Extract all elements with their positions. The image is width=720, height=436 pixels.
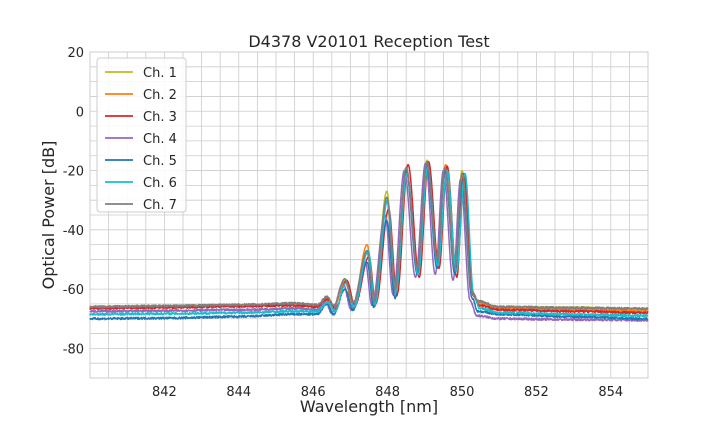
- legend: Ch. 1 Ch. 2 Ch. 3 Ch. 4 Ch. 5 Ch. 6 Ch. 7: [96, 57, 187, 213]
- series-line-ch-5: [89, 166, 649, 321]
- y-tick-label: 20: [67, 46, 84, 61]
- series-line-ch-4: [89, 162, 649, 322]
- legend-box: [96, 57, 187, 213]
- series-line-ch-6: [89, 166, 649, 318]
- y-tick-label: -60: [63, 283, 84, 298]
- x-tick-label: 850: [450, 385, 475, 400]
- chart-title: D4378 V20101 Reception Test: [248, 32, 489, 51]
- y-axis-label: Optical Power [dB]: [39, 141, 58, 290]
- x-tick-label: 846: [301, 385, 326, 400]
- y-tick-label: 0: [76, 105, 84, 120]
- x-axis-label: Wavelength [nm]: [300, 397, 438, 416]
- legend-label: Ch. 4: [143, 132, 177, 147]
- x-tick-label: 842: [152, 385, 177, 400]
- tick-labels: 842 844 846 848 850 852 854 -80 -60 -40 -20 0 20: [63, 46, 623, 400]
- y-tick-label: -40: [63, 224, 84, 239]
- x-tick-label: 854: [598, 385, 623, 400]
- series-line-ch-7: [89, 160, 649, 311]
- x-tick-label: 852: [524, 385, 549, 400]
- legend-label: Ch. 6: [143, 176, 177, 191]
- x-tick-label: 844: [226, 385, 251, 400]
- series-lines: [89, 159, 649, 322]
- legend-label: Ch. 1: [143, 66, 177, 81]
- legend-label: Ch. 7: [143, 198, 177, 213]
- plot-frame: [89, 51, 649, 379]
- legend-label: Ch. 3: [143, 110, 177, 125]
- x-tick-label: 848: [375, 385, 400, 400]
- y-tick-label: -80: [63, 342, 84, 357]
- legend-label: Ch. 2: [143, 88, 177, 103]
- y-tick-label: -20: [63, 165, 84, 180]
- legend-label: Ch. 5: [143, 154, 177, 169]
